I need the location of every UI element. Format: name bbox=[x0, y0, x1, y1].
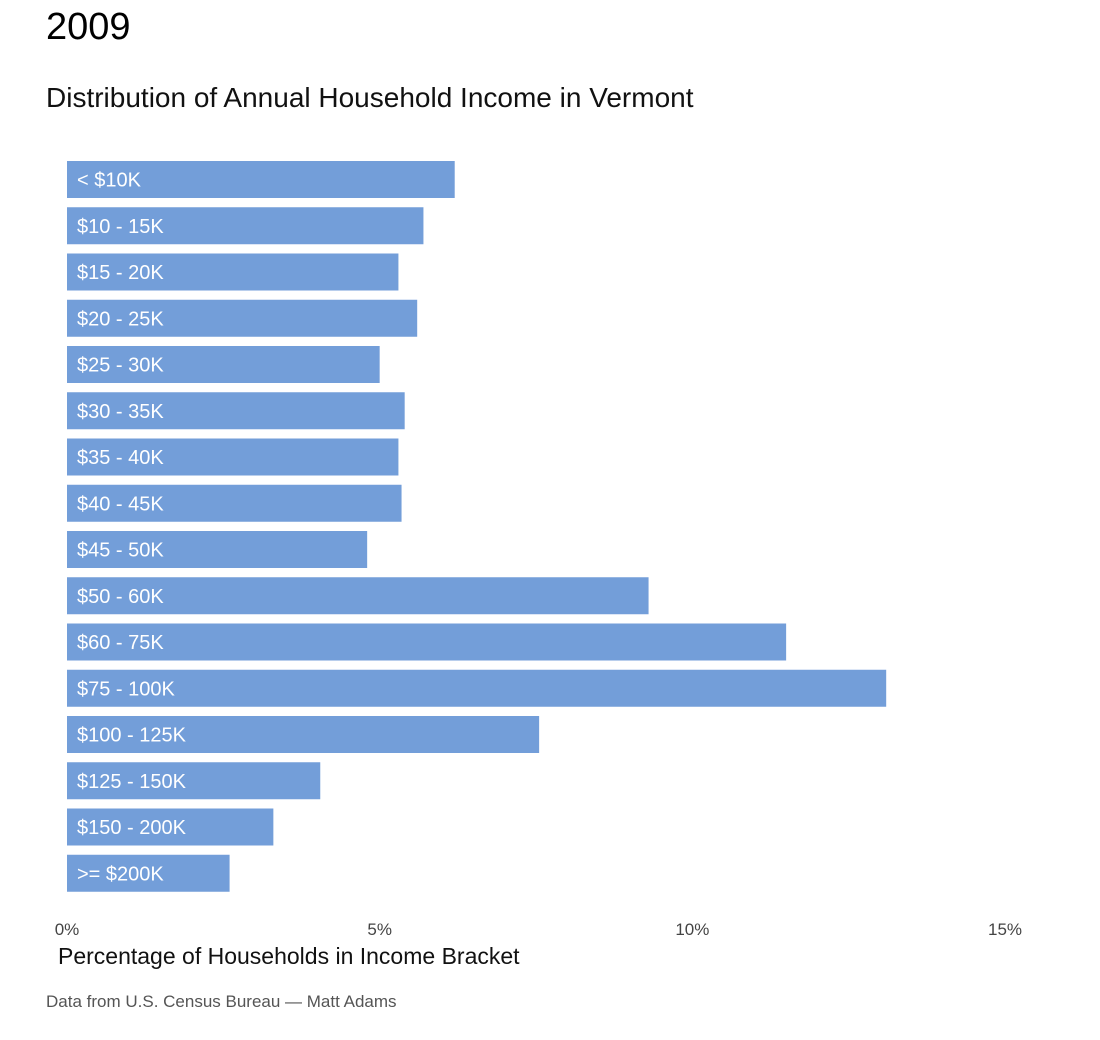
bar-12 bbox=[67, 716, 540, 753]
bar-14 bbox=[67, 808, 274, 846]
bar-1 bbox=[67, 207, 424, 245]
bar-9 bbox=[67, 577, 649, 615]
x-axis-title: Percentage of Households in Income Brack… bbox=[58, 943, 520, 969]
bar-11 bbox=[67, 669, 887, 707]
bar-label-0: < $10K bbox=[77, 170, 142, 192]
bar-label-15: >= $200K bbox=[77, 863, 164, 885]
bar-label-4: $25 - 30K bbox=[77, 355, 164, 377]
bar-7 bbox=[67, 484, 402, 522]
bar-label-9: $50 - 60K bbox=[77, 586, 164, 608]
bar-label-7: $40 - 45K bbox=[77, 493, 164, 515]
chart-subtitle: Distribution of Annual Household Income … bbox=[46, 82, 694, 113]
bar-5 bbox=[67, 392, 405, 430]
bar-label-6: $35 - 40K bbox=[77, 447, 164, 469]
chart-title: 2009 bbox=[46, 6, 131, 48]
bar-3 bbox=[67, 299, 418, 337]
bar-label-8: $45 - 50K bbox=[77, 540, 164, 562]
bar-label-2: $15 - 20K bbox=[77, 262, 164, 284]
x-tick-label-0: 0% bbox=[55, 920, 80, 939]
x-tick-label-1: 5% bbox=[367, 920, 392, 939]
bar-8 bbox=[67, 531, 368, 568]
x-tick-label-3: 15% bbox=[988, 920, 1022, 939]
bar-13 bbox=[67, 762, 321, 800]
chart-caption: Data from U.S. Census Bureau — Matt Adam… bbox=[46, 992, 397, 1011]
bar-15 bbox=[67, 854, 230, 892]
x-tick-label-2: 10% bbox=[675, 920, 709, 939]
bar-label-14: $150 - 200K bbox=[77, 817, 187, 839]
bar-label-10: $60 - 75K bbox=[77, 632, 164, 654]
bar-label-3: $20 - 25K bbox=[77, 308, 164, 330]
bar-label-1: $10 - 15K bbox=[77, 216, 164, 238]
bar-label-11: $75 - 100K bbox=[77, 678, 176, 700]
bar-label-13: $125 - 150K bbox=[77, 771, 187, 793]
bar-label-12: $100 - 125K bbox=[77, 725, 187, 747]
bar-0 bbox=[67, 161, 455, 198]
bar-4 bbox=[67, 346, 380, 383]
bar-label-5: $30 - 35K bbox=[77, 401, 164, 423]
bar-10 bbox=[67, 623, 787, 661]
bar-2 bbox=[67, 253, 399, 291]
bar-6 bbox=[67, 438, 399, 476]
